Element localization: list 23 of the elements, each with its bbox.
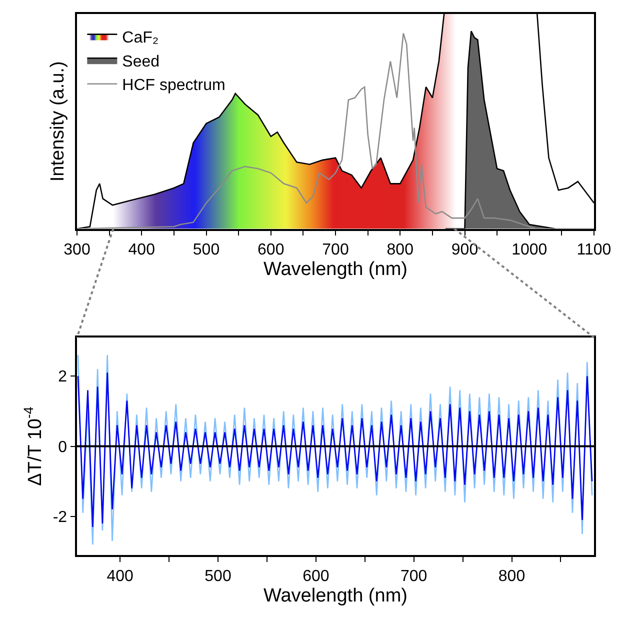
y-tick-label: -2: [52, 509, 68, 526]
x-axis-title: Wavelength (nm): [264, 585, 408, 606]
legend-label: HCF spectrum: [122, 77, 226, 94]
x-tick-label: 300: [64, 242, 90, 259]
x-tick-label: 1100: [576, 242, 612, 259]
y-tick-label: 2: [58, 368, 68, 386]
y-axis-title: Intensity (a.u.): [48, 61, 69, 182]
x-tick-label: 400: [128, 242, 156, 259]
x-tick-label: 700: [322, 242, 349, 259]
x-tick-label: 600: [258, 242, 284, 259]
x-tick-label: 1000: [512, 242, 548, 259]
x-tick-label: 800: [386, 242, 414, 259]
x-tick-label: 900: [451, 242, 478, 259]
x-tick-label: 500: [192, 242, 220, 259]
x-tick-label: 400: [106, 568, 134, 585]
x-tick-label: 500: [204, 568, 232, 585]
y-tick-label: 0: [58, 438, 68, 456]
legend-label: Seed: [122, 53, 160, 70]
x-tick-label: 600: [302, 568, 330, 585]
legend-label: CaF₂: [122, 30, 159, 47]
x-axis-title: Wavelength (nm): [264, 259, 408, 280]
x-tick-label: 800: [498, 568, 526, 585]
x-tick-label: 700: [400, 568, 428, 585]
